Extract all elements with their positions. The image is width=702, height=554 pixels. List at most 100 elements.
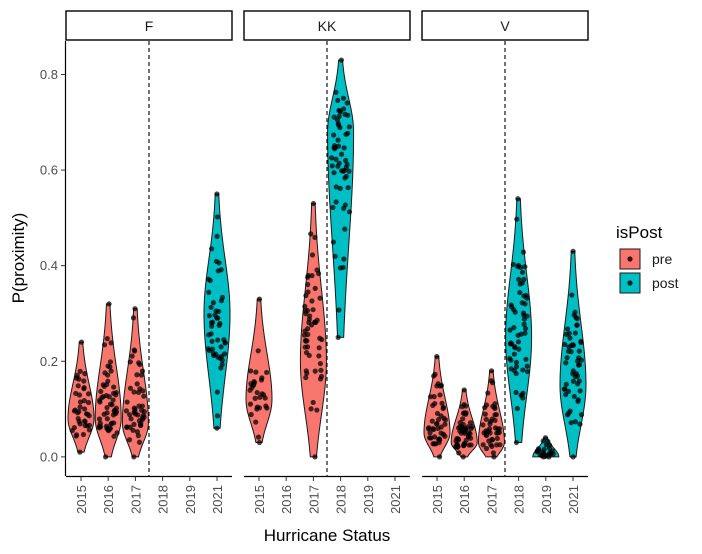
data-point — [111, 420, 117, 426]
data-point — [252, 395, 258, 401]
data-point — [257, 394, 263, 400]
data-point — [514, 405, 520, 412]
data-point — [206, 313, 212, 319]
data-point — [214, 214, 221, 220]
data-point — [507, 327, 513, 333]
x-tick-label: 2015 — [430, 485, 445, 514]
x-tick-label: 2019 — [539, 485, 554, 514]
data-point — [513, 370, 519, 377]
y-tick-label: 0.4 — [40, 258, 58, 273]
data-point — [105, 363, 111, 369]
data-point — [512, 345, 518, 351]
data-point — [518, 264, 524, 270]
data-point — [104, 405, 110, 411]
data-point — [480, 422, 486, 428]
data-point — [317, 295, 323, 301]
data-point — [75, 383, 81, 389]
data-point — [333, 184, 339, 190]
data-point — [491, 454, 497, 460]
data-point — [338, 57, 345, 63]
x-tick-label: 2018 — [512, 485, 527, 514]
data-point — [219, 361, 225, 368]
data-point — [86, 427, 93, 433]
data-point — [430, 426, 437, 433]
data-point — [574, 373, 581, 379]
legend-label-post: post — [652, 275, 679, 291]
x-tick-label: 2015 — [74, 485, 89, 514]
data-point — [333, 156, 339, 162]
data-point — [253, 419, 259, 425]
data-point — [345, 112, 351, 118]
data-point — [100, 382, 106, 388]
data-point — [487, 418, 494, 425]
data-point — [127, 359, 133, 365]
data-point — [77, 404, 83, 410]
data-point — [302, 344, 308, 350]
data-point — [97, 399, 103, 405]
data-point — [467, 420, 474, 426]
data-point — [572, 330, 578, 336]
data-point — [562, 341, 568, 348]
data-point — [562, 386, 568, 392]
data-point — [317, 360, 324, 367]
data-point — [345, 130, 351, 136]
data-point — [563, 360, 569, 366]
data-point — [490, 403, 496, 409]
y-tick-label: 0.6 — [40, 163, 58, 178]
data-point — [102, 370, 108, 376]
data-point — [460, 427, 466, 433]
data-point — [431, 373, 437, 379]
data-point — [332, 143, 338, 149]
data-point — [457, 420, 463, 426]
data-point — [494, 435, 500, 442]
data-point — [335, 143, 342, 149]
data-point — [435, 416, 442, 423]
data-point — [104, 416, 110, 422]
data-point — [570, 342, 576, 348]
data-point — [510, 261, 516, 268]
data-point — [316, 353, 322, 359]
data-point — [78, 339, 85, 345]
data-point — [73, 432, 80, 438]
data-point — [205, 276, 211, 282]
data-point — [567, 408, 573, 414]
data-point — [213, 351, 219, 357]
data-point — [578, 339, 584, 346]
data-point — [85, 399, 92, 406]
data-point — [138, 372, 145, 378]
data-point — [522, 325, 529, 332]
data-point — [75, 415, 81, 422]
data-point — [341, 256, 347, 262]
data-point — [253, 369, 259, 375]
data-point — [214, 389, 220, 395]
data-point — [436, 454, 443, 460]
data-point — [540, 438, 546, 444]
data-point — [535, 446, 542, 452]
data-point — [81, 378, 87, 384]
data-point — [513, 439, 520, 446]
data-point — [82, 418, 88, 425]
data-point — [208, 320, 215, 326]
data-point — [303, 368, 309, 374]
data-point — [344, 161, 350, 167]
data-point — [73, 375, 80, 381]
data-point — [134, 372, 140, 378]
data-point — [214, 233, 220, 239]
data-point — [128, 416, 134, 422]
data-point — [456, 450, 462, 456]
data-point — [575, 381, 581, 387]
data-point — [341, 145, 347, 151]
data-point — [139, 407, 145, 413]
data-point — [316, 345, 322, 351]
data-point — [440, 404, 447, 410]
data-point — [132, 306, 138, 312]
data-point — [460, 454, 466, 460]
data-point — [206, 289, 212, 295]
data-point — [137, 361, 143, 368]
data-point — [82, 422, 88, 429]
data-point — [256, 439, 263, 446]
data-point — [461, 443, 467, 449]
data-point — [494, 430, 500, 436]
data-point — [342, 202, 348, 208]
data-point — [523, 292, 529, 299]
